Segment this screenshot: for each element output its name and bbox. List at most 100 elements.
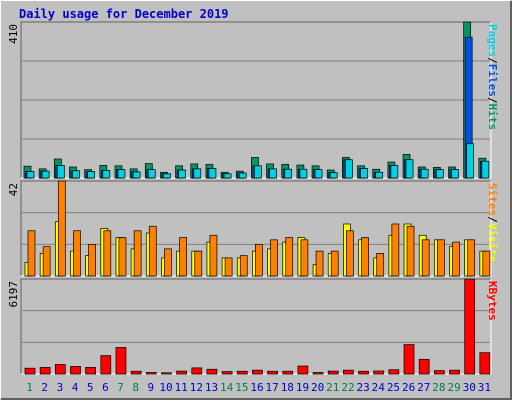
bar-pages <box>208 168 217 179</box>
bar-pages <box>284 168 293 179</box>
x-tick-label: 1 <box>26 381 33 394</box>
bar-visits <box>437 239 445 277</box>
bar-kbytes <box>343 369 354 375</box>
bar-visits <box>376 253 385 277</box>
bar-visits <box>57 180 66 277</box>
bar-visits <box>346 230 354 277</box>
legend-entry: Pages <box>486 24 499 57</box>
bar-kbytes <box>236 370 248 375</box>
bar-visits <box>118 237 127 277</box>
bar-pages <box>314 169 323 179</box>
bar-pages <box>481 160 490 179</box>
bar-visits <box>27 230 36 277</box>
bar-visits <box>239 255 248 277</box>
bar-pages <box>466 143 475 179</box>
bar-pages <box>87 171 95 179</box>
bar-pages <box>26 171 35 179</box>
bar-kbytes <box>464 278 476 375</box>
bar-pages <box>420 168 429 179</box>
bar-kbytes <box>312 372 324 375</box>
bar-pages <box>132 171 141 179</box>
bar-kbytes <box>39 367 51 375</box>
bar-kbytes <box>449 369 460 375</box>
bar-visits <box>103 230 112 277</box>
bar-kbytes <box>130 370 142 375</box>
bar-visits <box>255 243 263 277</box>
bar-kbytes <box>327 370 339 375</box>
x-tick-label: 7 <box>117 381 124 394</box>
bar-kbytes <box>434 370 445 375</box>
x-tick-label: 11 <box>175 381 188 394</box>
x-tick-label: 10 <box>159 381 172 394</box>
x-tick-label: 8 <box>132 381 139 394</box>
bar-pages <box>390 165 399 179</box>
legend: KBytes <box>486 281 499 321</box>
bar-visits <box>315 250 324 277</box>
bar-pages <box>329 172 338 179</box>
x-tick-label: 19 <box>296 381 309 394</box>
bar-pages <box>451 169 459 179</box>
bar-pages <box>254 165 262 179</box>
x-tick-label: 22 <box>341 381 354 394</box>
bar-visits <box>42 246 51 277</box>
bar-kbytes <box>145 372 157 375</box>
bar-kbytes <box>85 367 96 375</box>
bar-kbytes <box>252 369 263 375</box>
bar-kbytes <box>267 370 278 375</box>
bar-pages <box>223 173 232 179</box>
bar-kbytes <box>403 344 415 375</box>
bar-visits <box>73 230 81 277</box>
bar-pages <box>41 170 50 179</box>
legend: Pages/Files/Hits <box>486 24 499 130</box>
legend: Sites/Visits <box>486 183 499 263</box>
y-max-label: 42 <box>7 183 20 196</box>
bar-kbytes <box>373 370 385 375</box>
bar-pages <box>147 169 156 179</box>
x-tick-label: 27 <box>417 381 430 394</box>
x-tick-label: 30 <box>463 381 476 394</box>
x-tick-label: 28 <box>432 381 445 394</box>
bar-visits <box>406 225 415 277</box>
bar-kbytes <box>161 372 172 375</box>
legend-entry: Hits <box>486 104 499 131</box>
bar-kbytes <box>297 365 309 375</box>
x-tick-label: 23 <box>357 381 370 394</box>
bar-pages <box>163 173 171 179</box>
bar-kbytes <box>479 352 491 375</box>
bar-visits <box>270 239 278 277</box>
bar-kbytes <box>24 367 36 375</box>
y-max-label: 6197 <box>7 281 20 308</box>
bar-visits <box>482 250 491 277</box>
x-tick-label: 18 <box>281 381 294 394</box>
bar-visits <box>224 257 233 277</box>
bar-pages <box>299 168 308 179</box>
bar-pages <box>345 159 353 179</box>
bar-visits <box>148 225 157 277</box>
x-tick-label: 16 <box>250 381 263 394</box>
x-tick-label: 2 <box>41 381 48 394</box>
legend-entry: / <box>486 57 499 64</box>
bar-visits <box>452 241 460 277</box>
bar-pages <box>405 159 414 179</box>
y-max-label: 410 <box>7 24 20 44</box>
chart-title: Daily usage for December 2019 <box>19 7 229 21</box>
x-tick-label: 6 <box>102 381 109 394</box>
bar-visits <box>133 230 142 277</box>
bar-kbytes <box>191 367 203 375</box>
bar-kbytes <box>388 369 400 375</box>
bar-visits <box>391 223 400 277</box>
bar-kbytes <box>70 365 81 375</box>
panel-border-dark <box>20 180 491 276</box>
panel-border-dark <box>20 21 491 178</box>
bar-pages <box>238 172 247 179</box>
x-tick-label: 26 <box>402 381 415 394</box>
legend-entry: / <box>486 216 499 223</box>
legend-entry: KBytes <box>486 281 499 321</box>
bar-pages <box>269 168 277 179</box>
bar-visits <box>209 234 218 277</box>
x-tick-label: 24 <box>372 381 386 394</box>
bar-visits <box>330 250 339 277</box>
bar-kbytes <box>358 370 369 375</box>
